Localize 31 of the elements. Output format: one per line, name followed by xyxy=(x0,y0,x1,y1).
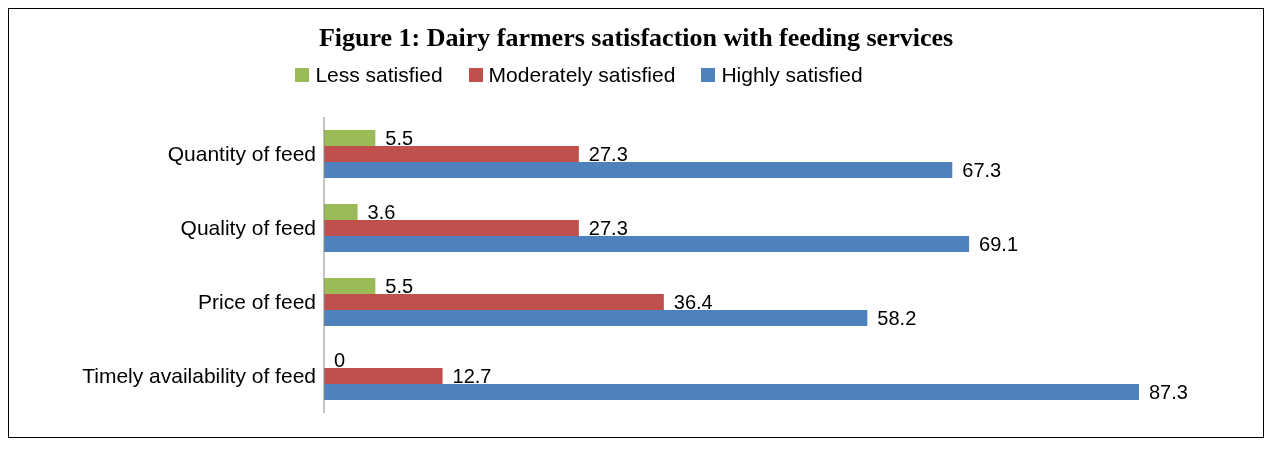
data-label: 3.6 xyxy=(367,201,396,223)
bar xyxy=(324,162,953,178)
y-tick-label: Quantity of feed xyxy=(167,142,316,166)
legend-label: Less satisfied xyxy=(315,63,443,87)
bar xyxy=(324,204,358,220)
data-label: 0 xyxy=(334,349,346,371)
bar xyxy=(324,384,1139,400)
bar xyxy=(324,236,970,252)
y-tick-label: Timely availability of feed xyxy=(82,364,316,388)
legend-label: Highly satisfied xyxy=(721,63,863,87)
bar xyxy=(324,130,376,146)
bar xyxy=(324,220,579,236)
y-tick-label: Quality of feed xyxy=(180,216,316,240)
data-label: 27.3 xyxy=(588,217,628,239)
chart-title: Figure 1: Dairy farmers satisfaction with feeding services xyxy=(317,23,955,53)
data-label: 67.3 xyxy=(962,159,1002,181)
data-label: 36.4 xyxy=(673,291,713,313)
bar xyxy=(324,146,579,162)
data-label: 69.1 xyxy=(979,233,1019,255)
data-label: 27.3 xyxy=(588,143,628,165)
data-label: 87.3 xyxy=(1149,381,1188,403)
data-label: 12.7 xyxy=(452,365,492,387)
bar xyxy=(324,368,443,384)
legend-label: Moderately satisfied xyxy=(488,63,676,87)
bar xyxy=(324,294,664,310)
bar xyxy=(324,310,868,326)
data-label: 58.2 xyxy=(877,307,917,329)
data-label: 5.5 xyxy=(385,275,414,297)
bar xyxy=(324,278,376,294)
data-label: 5.5 xyxy=(385,127,414,149)
y-tick-label: Price of feed xyxy=(198,290,316,314)
